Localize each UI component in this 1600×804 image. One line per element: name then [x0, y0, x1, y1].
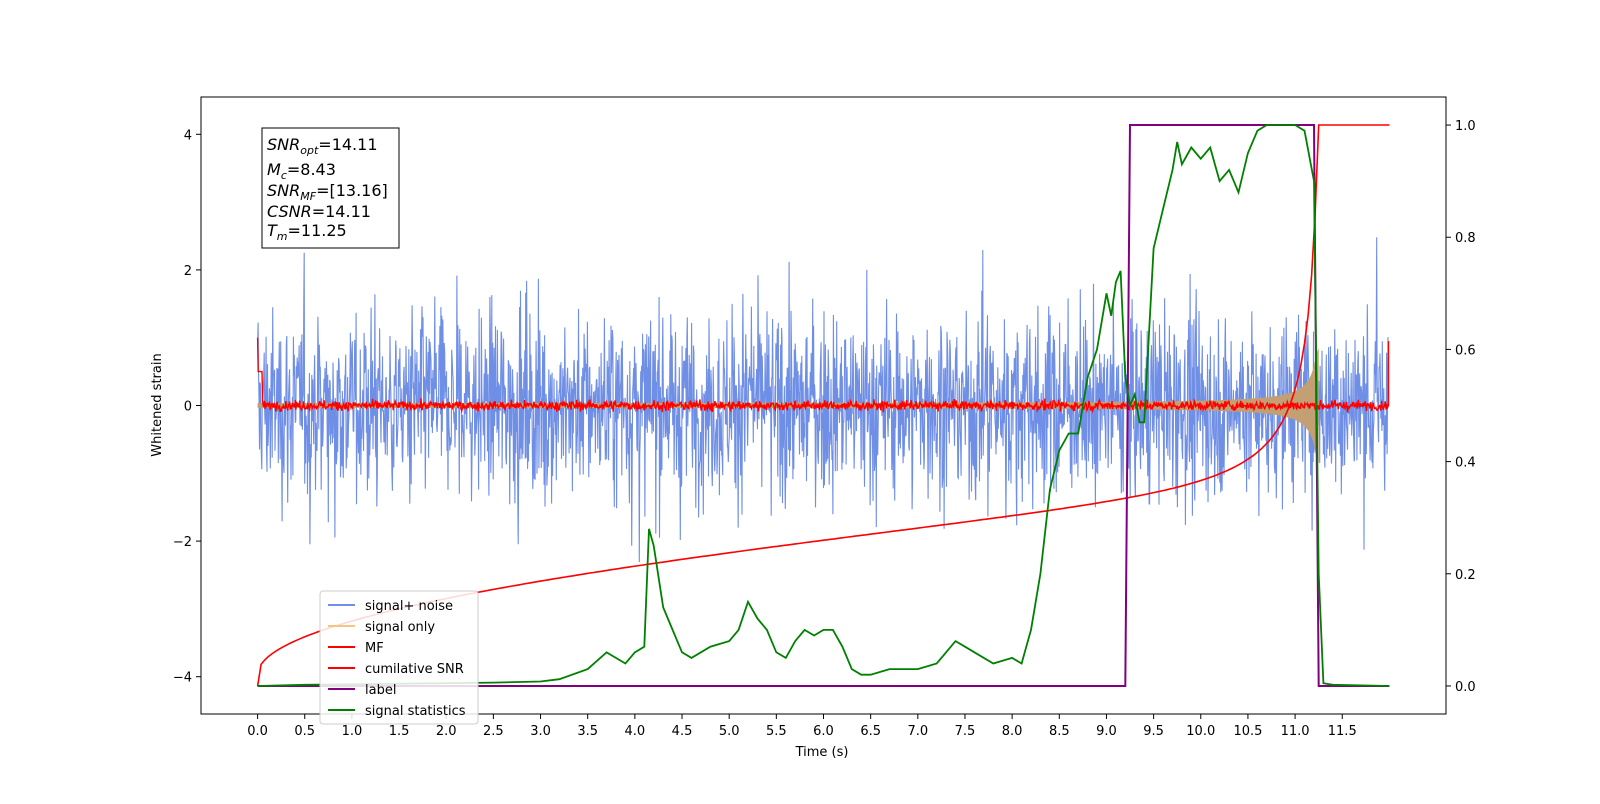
legend-label: MF — [365, 641, 384, 656]
legend-label: label — [365, 683, 396, 698]
annotation-snr-opt: SNRopt=14.11 — [267, 135, 378, 157]
legend-label: signal+ noise — [365, 599, 453, 614]
annotation-csnr: CSNR=14.11 — [267, 202, 371, 221]
y2-tick-label: 0.8 — [1455, 231, 1476, 246]
x-tick-label: 2.0 — [436, 724, 457, 739]
y2-tick-label: 0.0 — [1455, 680, 1476, 695]
x-tick-label: 4.0 — [625, 724, 646, 739]
series-label — [257, 124, 1390, 687]
y2-tick-label: 0.4 — [1455, 456, 1476, 471]
annotation-mc: Mc=8.43 — [267, 160, 336, 182]
legend: signal+ noise signal only MF cumilative SNR… — [319, 590, 479, 725]
x-tick-label: 7.5 — [955, 724, 976, 739]
legend-label: signal only — [365, 620, 435, 635]
x-axis: 0.0 0.5 1.0 1.5 2.0 2.5 3.0 3.5 4.0 4.5 5.0 5.5 6.0 6… — [247, 714, 1357, 739]
x-tick-label: 3.5 — [577, 724, 598, 739]
x-tick-label: 6.0 — [813, 724, 834, 739]
x-tick-label: 9.0 — [1096, 724, 1117, 739]
annotation-box: SNRopt=14.11 Mc=8.43 SNRMF=[13.16] CSNR=… — [261, 127, 400, 249]
y-tick-label: −4 — [173, 671, 192, 686]
x-tick-label: 10.5 — [1233, 724, 1262, 739]
y-tick-label: −2 — [173, 535, 192, 550]
y2-tick-label: 1.0 — [1455, 119, 1476, 134]
x-tick-label: 5.0 — [719, 724, 740, 739]
x-tick-label: 4.5 — [672, 724, 693, 739]
x-tick-label: 0.5 — [294, 724, 315, 739]
series-signal-noise — [257, 237, 1390, 563]
x-tick-label: 3.0 — [530, 724, 551, 739]
x-tick-label: 9.5 — [1143, 724, 1164, 739]
x-tick-label: 8.5 — [1049, 724, 1070, 739]
x-tick-label: 1.0 — [342, 724, 363, 739]
legend-label: signal statistics — [365, 704, 466, 719]
y-tick-label: 2 — [184, 264, 192, 279]
y-axis-left: −4 −2 0 2 4 — [173, 128, 201, 686]
x-tick-label: 2.5 — [483, 724, 504, 739]
x-tick-label: 10.0 — [1186, 724, 1215, 739]
x-tick-label: 7.0 — [907, 724, 928, 739]
series-signal-statistics — [257, 124, 1390, 687]
x-tick-label: 11.0 — [1281, 724, 1310, 739]
y-axis-right: 0.0 0.2 0.4 0.6 0.8 1.0 — [1446, 119, 1476, 695]
x-tick-label: 6.5 — [860, 724, 881, 739]
y-axis-label: Whitened strain — [150, 353, 165, 456]
y2-tick-label: 0.6 — [1455, 343, 1476, 358]
x-tick-label: 0.0 — [247, 724, 268, 739]
annotation-snr-mf: SNRMF=[13.16] — [267, 181, 388, 203]
x-tick-label: 5.5 — [766, 724, 787, 739]
x-tick-label: 8.0 — [1002, 724, 1023, 739]
x-tick-label: 11.5 — [1328, 724, 1357, 739]
x-axis-label: Time (s) — [795, 745, 849, 760]
x-tick-label: 1.5 — [389, 724, 410, 739]
series-mf — [256, 337, 1390, 414]
y-tick-label: 0 — [184, 400, 192, 415]
y2-tick-label: 0.2 — [1455, 568, 1476, 583]
y-tick-label: 4 — [184, 128, 192, 143]
legend-label: cumilative SNR — [365, 662, 464, 677]
annotation-tm: Tm=11.25 — [267, 221, 347, 243]
